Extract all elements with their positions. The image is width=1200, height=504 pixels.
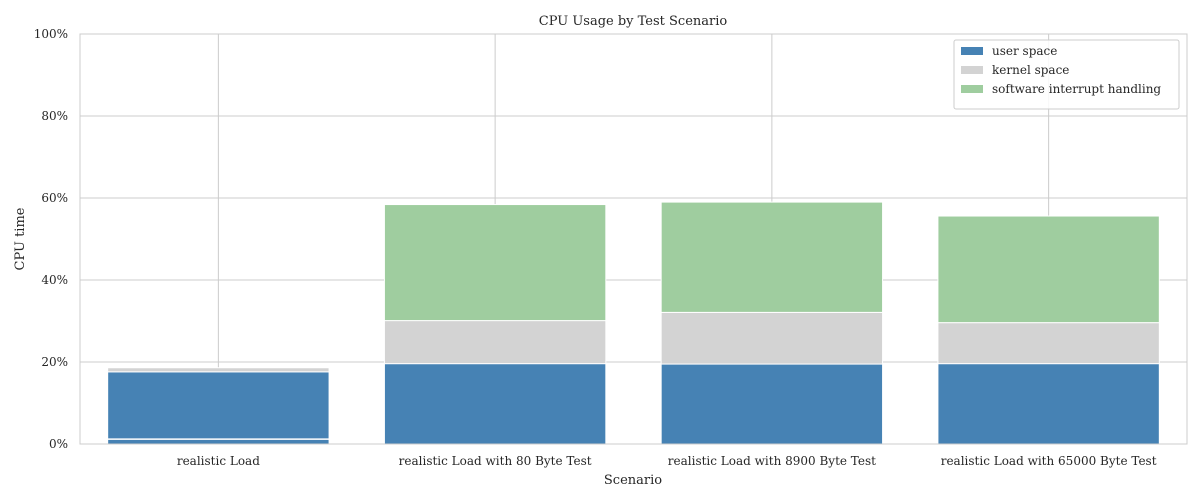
y-tick-label: 80% bbox=[41, 109, 68, 123]
bar-segment bbox=[107, 367, 330, 373]
legend-swatch bbox=[961, 47, 983, 55]
x-tick-label: realistic Load with 80 Byte Test bbox=[399, 454, 592, 468]
bar-segment bbox=[937, 322, 1160, 365]
y-tick-label: 100% bbox=[34, 27, 68, 41]
y-axis-label: CPU time bbox=[13, 207, 28, 270]
bar-layer bbox=[107, 201, 1160, 445]
bar-segment bbox=[107, 371, 330, 445]
bar-segment bbox=[383, 363, 607, 445]
legend-label: user space bbox=[992, 44, 1057, 58]
bar-segment bbox=[660, 201, 884, 313]
legend-swatch bbox=[961, 66, 983, 74]
bar-segment bbox=[383, 320, 607, 365]
bar-segment bbox=[660, 363, 884, 445]
bar-segment bbox=[937, 363, 1160, 445]
legend-label: software interrupt handling bbox=[992, 82, 1161, 96]
x-tick-label: realistic Load with 65000 Byte Test bbox=[941, 454, 1157, 468]
y-tick-label: 20% bbox=[41, 355, 68, 369]
x-tick-label: realistic Load bbox=[177, 454, 260, 468]
legend-swatch bbox=[961, 85, 983, 93]
y-tick-label: 0% bbox=[49, 437, 68, 451]
legend-frame bbox=[953, 39, 1180, 110]
chart-title: CPU Usage by Test Scenario bbox=[539, 14, 728, 29]
x-axis-label: Scenario bbox=[604, 473, 662, 488]
y-tick-label: 40% bbox=[41, 273, 68, 287]
plot-frame bbox=[79, 33, 1188, 445]
legend: user space kernel space software interrupt… bbox=[953, 39, 1180, 110]
x-tick-label: realistic Load with 8900 Byte Test bbox=[668, 454, 876, 468]
bar-segment bbox=[383, 204, 607, 322]
y-tick-label: 60% bbox=[41, 191, 68, 205]
legend-label: kernel space bbox=[992, 63, 1069, 77]
bar-segment bbox=[937, 215, 1160, 324]
bar-segment bbox=[660, 311, 884, 365]
tick-label-layer: 0% 20% 40% 60% 80% 100% realistic Load realisti… bbox=[34, 27, 1157, 468]
